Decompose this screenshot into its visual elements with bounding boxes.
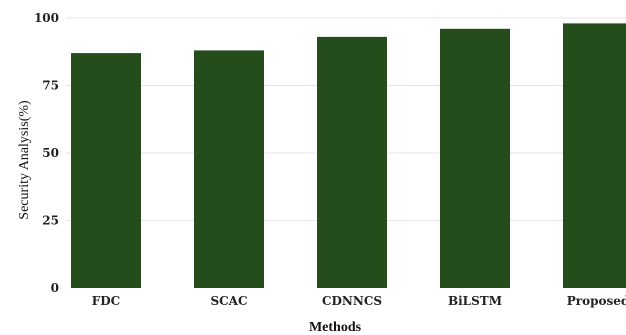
x-axis-ticks: FDC SCAC CDNNCS BiLSTM Proposed <box>92 294 626 308</box>
x-axis-title: Methods <box>309 320 362 335</box>
y-tick-label: 75 <box>42 79 59 93</box>
bar-scac <box>194 50 264 289</box>
bar-fdc <box>71 53 141 288</box>
bar-proposed <box>563 23 626 289</box>
x-tick-label-fdc: FDC <box>92 294 120 308</box>
bar-bilstm <box>440 28 510 289</box>
y-tick-label: 0 <box>51 281 59 295</box>
bars <box>71 23 626 289</box>
y-tick-label: 25 <box>42 214 59 228</box>
x-tick-label-bilstm: BiLSTM <box>448 294 502 308</box>
x-tick-label-proposed: Proposed <box>567 294 626 308</box>
bar-cdnncs <box>317 36 387 289</box>
y-axis-ticks: 0 25 50 75 100 <box>34 11 59 295</box>
y-tick-label: 100 <box>34 11 59 25</box>
x-tick-label-scac: SCAC <box>210 294 247 308</box>
y-axis-title: Security Analysis(%) <box>17 100 32 220</box>
y-tick-label: 50 <box>42 146 59 160</box>
x-tick-label-cdnncs: CDNNCS <box>322 294 382 308</box>
